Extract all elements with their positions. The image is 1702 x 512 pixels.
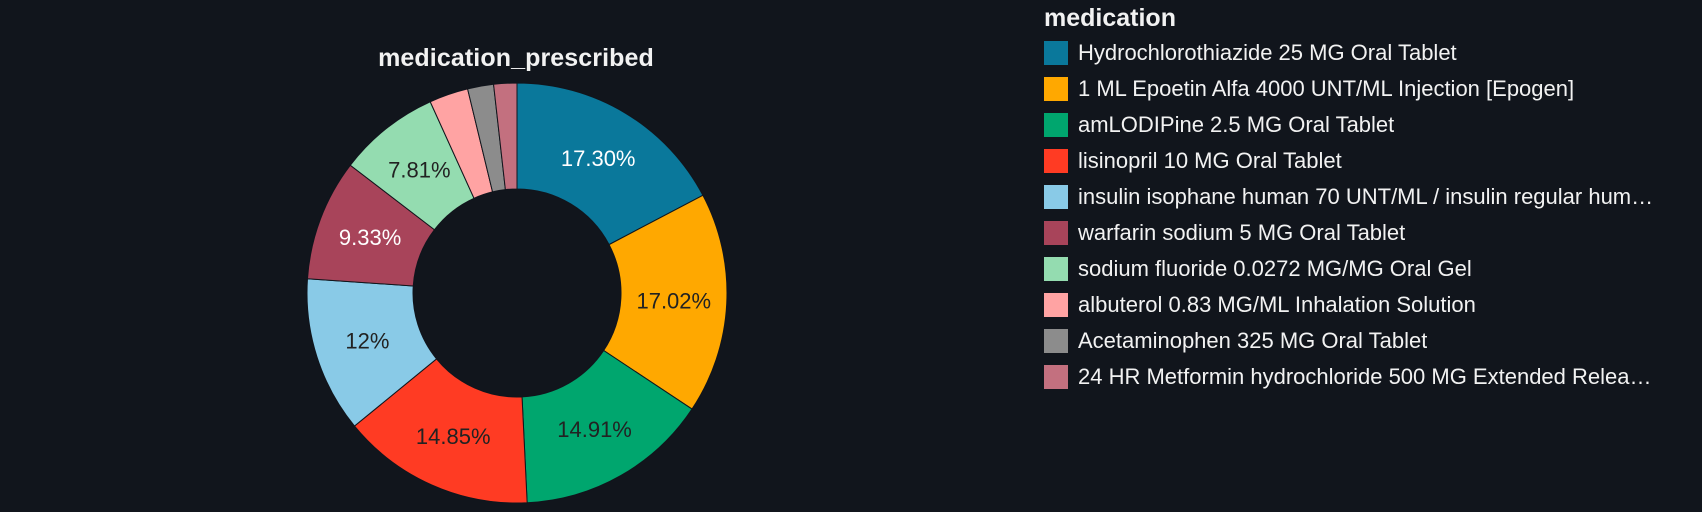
legend-label: lisinopril 10 MG Oral Tablet bbox=[1078, 148, 1342, 173]
legend-swatch bbox=[1044, 221, 1068, 245]
legend-item[interactable]: sodium fluoride 0.0272 MG/MG Oral Gel bbox=[1044, 251, 1698, 287]
legend-item[interactable]: warfarin sodium 5 MG Oral Tablet bbox=[1044, 215, 1698, 251]
pie-slice[interactable] bbox=[516, 82, 704, 246]
legend-swatch bbox=[1044, 113, 1068, 137]
slice-percent-label: 14.85% bbox=[416, 424, 491, 449]
legend-label: insulin isophane human 70 UNT/ML / insul… bbox=[1078, 184, 1654, 209]
legend-label: 24 HR Metformin hydrochloride 500 MG Ext… bbox=[1078, 364, 1652, 389]
legend-label: 1 ML Epoetin Alfa 4000 UNT/ML Injection … bbox=[1078, 76, 1575, 101]
legend-swatch bbox=[1044, 41, 1068, 65]
slice-percent-label: 9.33% bbox=[339, 225, 401, 250]
legend-item[interactable]: 1 ML Epoetin Alfa 4000 UNT/ML Injection … bbox=[1044, 71, 1698, 107]
legend-swatch bbox=[1044, 257, 1068, 281]
slice-percent-label: 17.02% bbox=[636, 288, 711, 313]
legend-label: sodium fluoride 0.0272 MG/MG Oral Gel bbox=[1078, 256, 1472, 281]
legend-swatch bbox=[1044, 149, 1068, 173]
legend-label: Hydrochlorothiazide 25 MG Oral Tablet bbox=[1078, 40, 1457, 65]
chart-title: medication_prescribed bbox=[378, 44, 654, 72]
slice-percent-label: 14.91% bbox=[557, 417, 632, 442]
legend-title: medication bbox=[1044, 4, 1176, 32]
legend-list: Hydrochlorothiazide 25 MG Oral Tablet 1 M… bbox=[1044, 35, 1698, 395]
legend-item[interactable]: insulin isophane human 70 UNT/ML / insul… bbox=[1044, 179, 1698, 215]
legend-swatch bbox=[1044, 293, 1068, 317]
legend-item[interactable]: Hydrochlorothiazide 25 MG Oral Tablet bbox=[1044, 35, 1698, 71]
legend-item[interactable]: Acetaminophen 325 MG Oral Tablet bbox=[1044, 323, 1698, 359]
legend-label: Acetaminophen 325 MG Oral Tablet bbox=[1078, 328, 1428, 353]
pie-slice[interactable] bbox=[353, 358, 528, 504]
legend-item[interactable]: albuterol 0.83 MG/ML Inhalation Solution bbox=[1044, 287, 1698, 323]
legend-item[interactable]: amLODIPine 2.5 MG Oral Tablet bbox=[1044, 107, 1698, 143]
legend-item[interactable]: lisinopril 10 MG Oral Tablet bbox=[1044, 143, 1698, 179]
legend-label: amLODIPine 2.5 MG Oral Tablet bbox=[1078, 112, 1395, 137]
pie-slice[interactable] bbox=[493, 82, 518, 191]
legend-label: albuterol 0.83 MG/ML Inhalation Solution bbox=[1078, 292, 1476, 317]
slice-percent-label: 17.30% bbox=[561, 146, 636, 171]
legend-item[interactable]: 24 HR Metformin hydrochloride 500 MG Ext… bbox=[1044, 359, 1698, 395]
legend-label: warfarin sodium 5 MG Oral Tablet bbox=[1078, 220, 1406, 245]
slice-percent-label: 7.81% bbox=[388, 158, 450, 183]
donut-chart: 17.30% 17.02% 14.91% 14.85% 12% 9.33% 7.81% bbox=[306, 82, 728, 504]
pie-slice[interactable] bbox=[602, 194, 728, 410]
legend-swatch bbox=[1044, 329, 1068, 353]
legend-swatch bbox=[1044, 365, 1068, 389]
legend-swatch bbox=[1044, 77, 1068, 101]
legend-swatch bbox=[1044, 185, 1068, 209]
slice-percent-label: 12% bbox=[345, 328, 389, 353]
legend: medication Hydrochlorothiazide 25 MG Ora… bbox=[1044, 0, 1698, 395]
pie-slice[interactable] bbox=[521, 349, 693, 504]
